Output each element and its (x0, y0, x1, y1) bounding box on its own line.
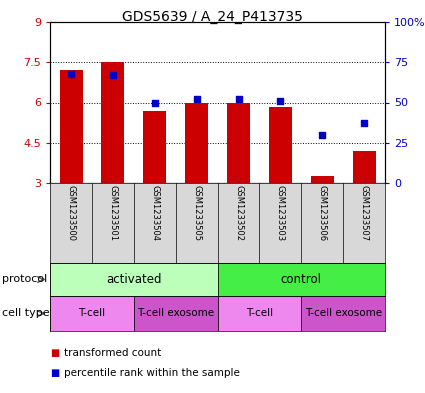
Bar (218, 263, 385, 296)
Text: ■: ■ (50, 348, 60, 358)
Bar (134, 296, 218, 331)
Text: activated: activated (106, 273, 162, 286)
Bar (301, 296, 385, 331)
Text: transformed count: transformed count (64, 348, 161, 358)
Text: GSM1233505: GSM1233505 (192, 185, 201, 241)
Text: GSM1233507: GSM1233507 (360, 185, 368, 242)
Point (110, 72, 116, 78)
Point (68, 70, 74, 77)
Text: GSM1233503: GSM1233503 (276, 185, 285, 242)
Text: GSM1233506: GSM1233506 (318, 185, 327, 242)
Text: T-cell exosome: T-cell exosome (137, 309, 214, 318)
Text: protocol: protocol (2, 274, 47, 285)
Bar (311, 176, 334, 183)
Bar (102, 62, 125, 183)
Bar (227, 103, 250, 183)
Point (151, 99, 158, 106)
Text: control: control (281, 273, 322, 286)
Text: percentile rank within the sample: percentile rank within the sample (64, 368, 240, 378)
Point (235, 96, 242, 103)
Point (319, 132, 326, 138)
Text: T-cell: T-cell (246, 309, 273, 318)
Point (193, 96, 200, 103)
Text: ■: ■ (50, 368, 60, 378)
Bar (60, 70, 82, 183)
Text: GSM1233500: GSM1233500 (67, 185, 76, 241)
Text: GSM1233504: GSM1233504 (150, 185, 159, 241)
Text: cell type: cell type (2, 309, 50, 318)
Text: GSM1233502: GSM1233502 (234, 185, 243, 241)
Bar (50, 263, 218, 296)
Text: GDS5639 / A_24_P413735: GDS5639 / A_24_P413735 (122, 10, 303, 24)
Text: T-cell exosome: T-cell exosome (305, 309, 382, 318)
Bar (269, 107, 292, 183)
Bar (353, 151, 376, 183)
Bar (185, 103, 208, 183)
Bar (50, 296, 134, 331)
Text: GSM1233501: GSM1233501 (108, 185, 117, 241)
Bar (218, 296, 301, 331)
Text: T-cell: T-cell (79, 309, 105, 318)
Point (361, 120, 368, 127)
Point (277, 98, 284, 104)
Bar (143, 110, 166, 183)
